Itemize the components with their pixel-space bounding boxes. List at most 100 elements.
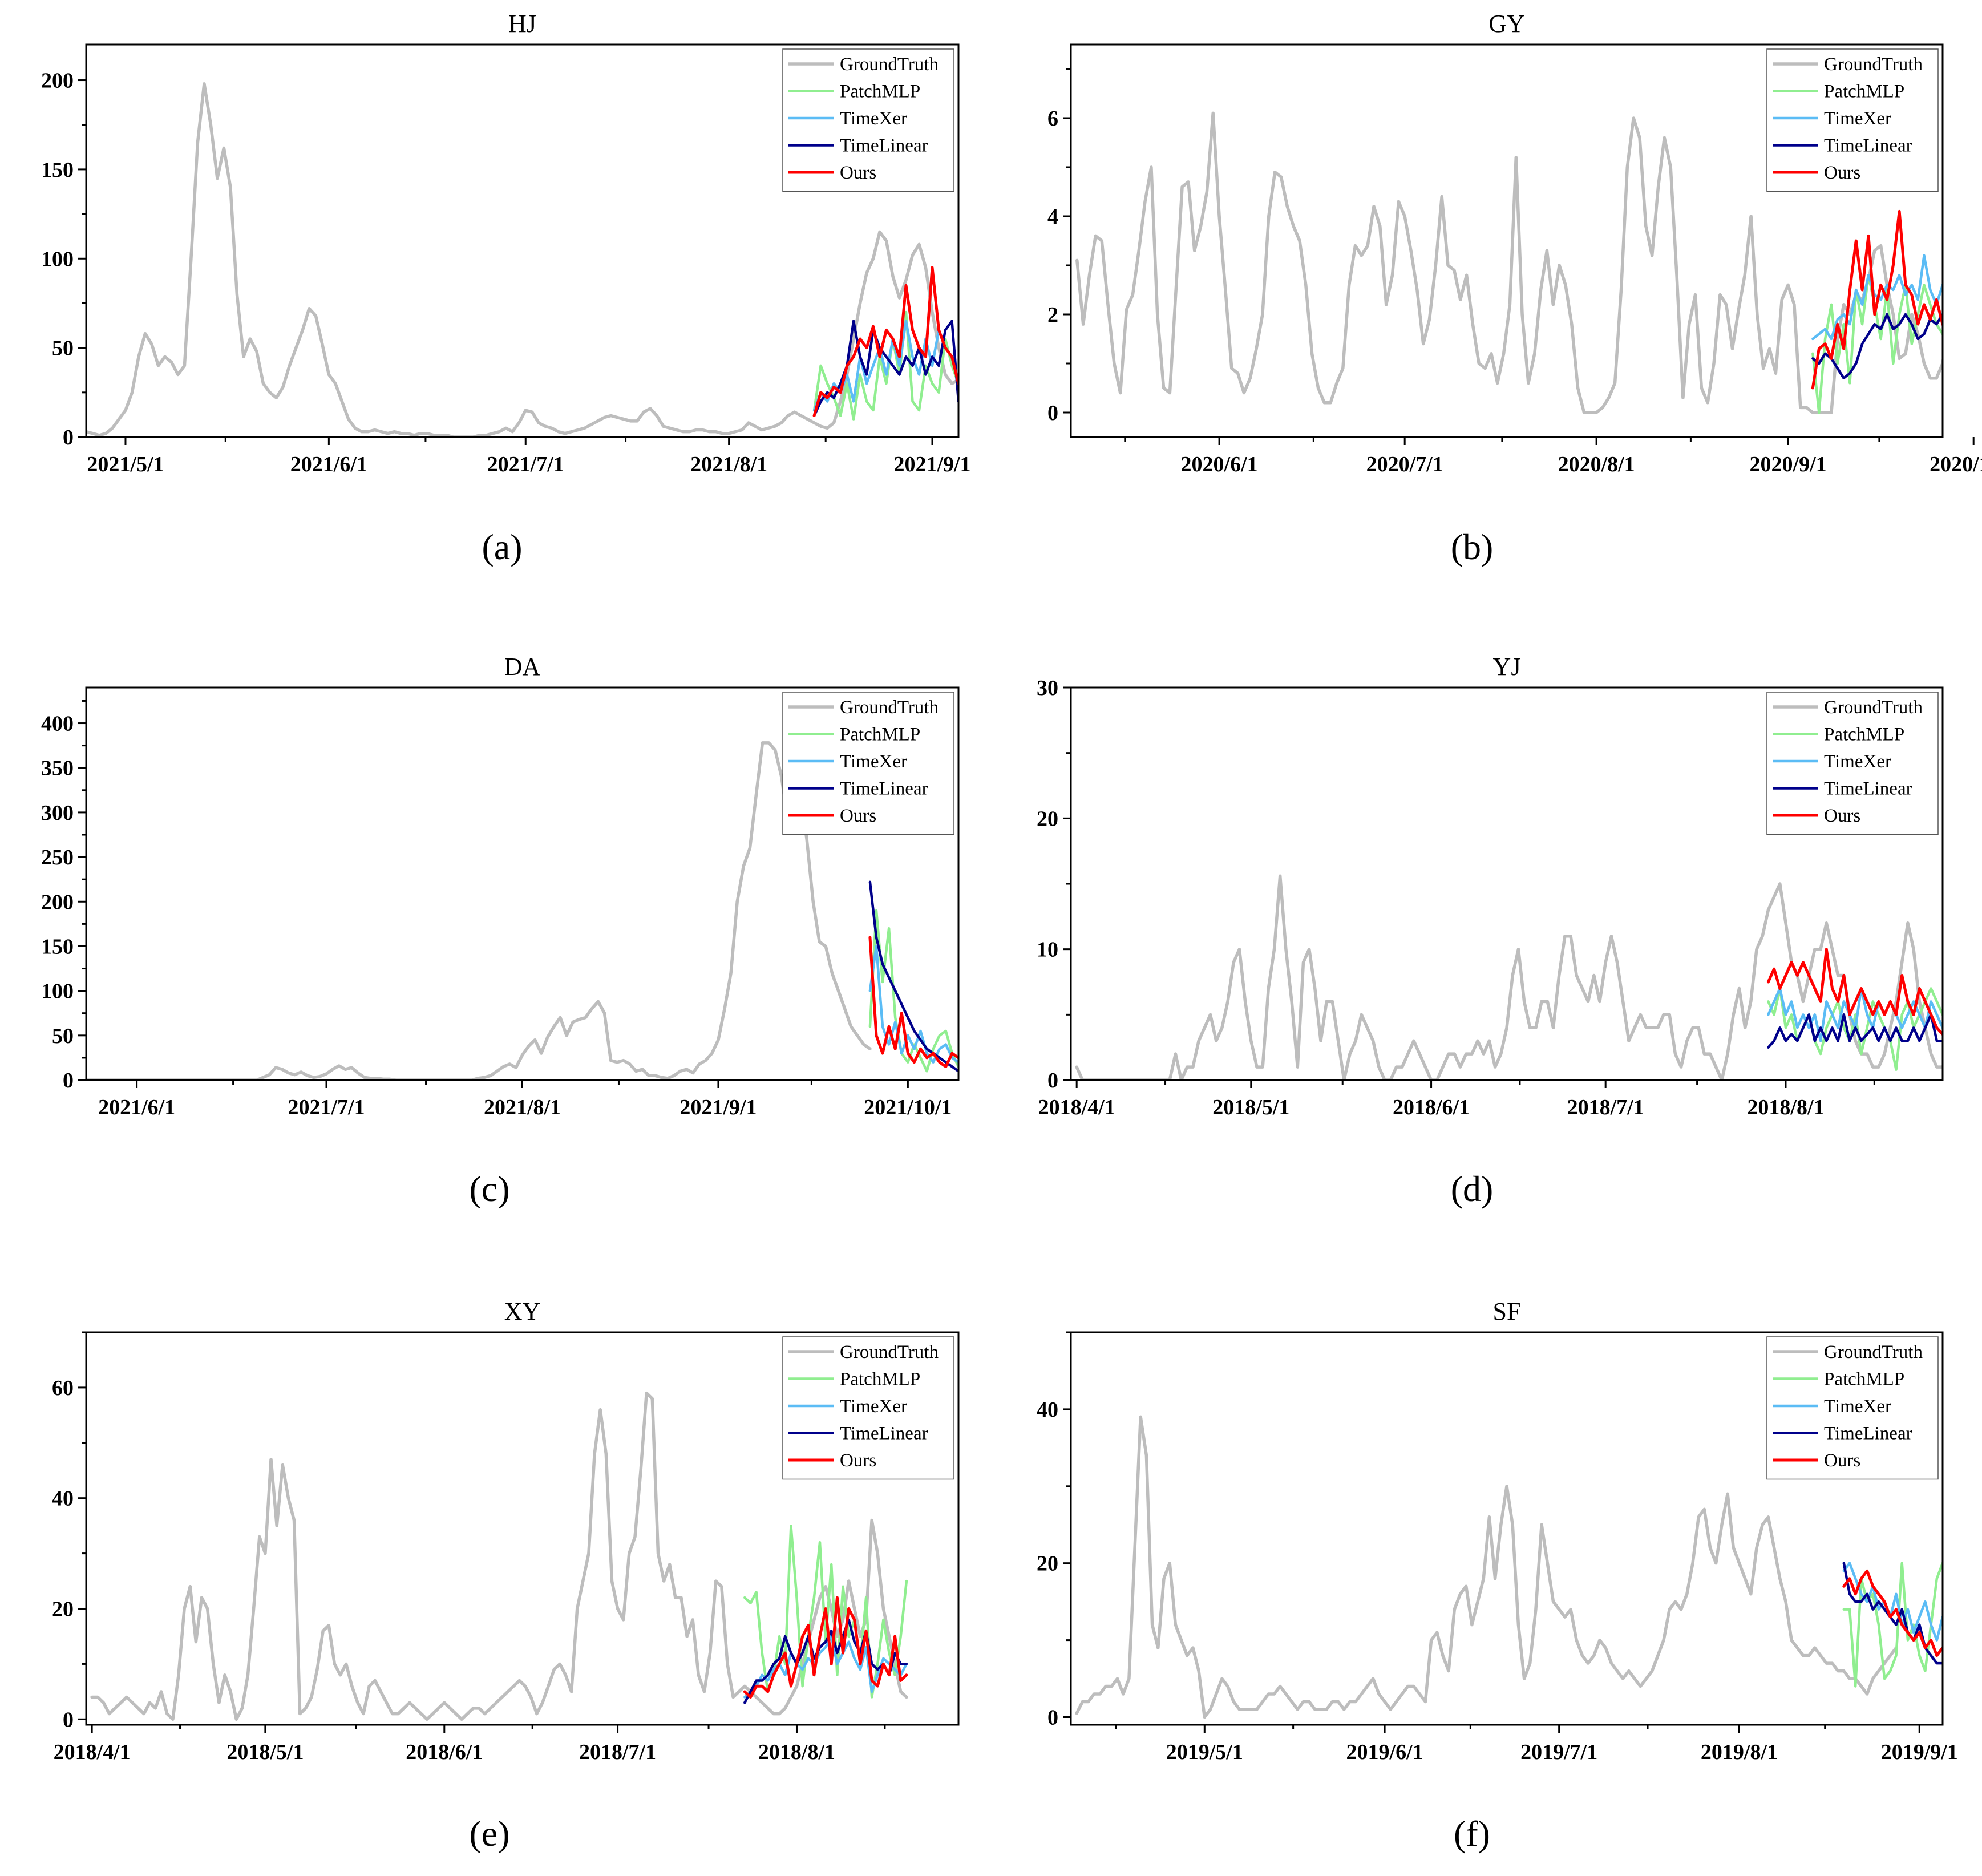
legend-label-timexer: TimeXer: [1824, 108, 1891, 129]
legend-label-timelinear: TimeLinear: [1824, 136, 1912, 156]
panel-caption: (a): [482, 527, 522, 567]
y-tick-label: 0: [1047, 401, 1058, 425]
y-tick-label: 250: [41, 846, 74, 870]
series-group: [90, 1391, 908, 1721]
panel-caption: (e): [469, 1813, 509, 1854]
series-line-ours: [812, 266, 958, 417]
legend-label-ours: Ours: [1824, 806, 1860, 826]
legend-label-timexer: TimeXer: [840, 108, 907, 129]
series-group: [1075, 1415, 1943, 1719]
y-tick-label: 150: [41, 158, 74, 182]
series-group: [86, 82, 958, 437]
y-tick-label: 0: [63, 1708, 74, 1732]
chart-panel-hj: HJ 0 50 100 150 200 2021/5/1 2021/6/1 2021/7/1 20…: [41, 10, 971, 567]
legend-label-timelinear: TimeLinear: [840, 779, 928, 799]
series-group: [1075, 111, 1943, 414]
series-line-patchmlp: [812, 310, 958, 421]
x-tick-label: 2018/8/1: [758, 1740, 835, 1764]
y-tick-label: 100: [41, 980, 74, 1004]
x-tick-label: 2018/4/1: [54, 1740, 131, 1764]
series-line-groundtruth: [1075, 111, 1943, 414]
series-group: [86, 741, 958, 1080]
series-line-ours: [743, 1596, 908, 1699]
x-tick-label: 2021/6/1: [290, 452, 367, 476]
legend-label-patchmlp: PatchMLP: [1824, 1369, 1904, 1390]
x-tick-label: 2019/8/1: [1701, 1740, 1778, 1764]
y-tick-label: 10: [1037, 938, 1058, 962]
series-line-groundtruth: [1075, 1415, 1898, 1719]
legend-label-timelinear: TimeLinear: [1824, 1424, 1912, 1444]
plot-frame: [85, 43, 960, 438]
x-tick-label: 2021/7/1: [487, 452, 564, 476]
panel-caption: (d): [1451, 1169, 1494, 1209]
legend-label-ours: Ours: [1824, 163, 1860, 183]
y-tick-label: 20: [1037, 807, 1058, 831]
x-tick-label: 2018/8/1: [1747, 1095, 1824, 1119]
legend-box: [782, 48, 954, 192]
legend: GroundTruth PatchMLP TimeXer TimeLinear Ours: [782, 1336, 954, 1480]
plot-frame: [1070, 43, 1944, 438]
y-tick-label: 6: [1047, 107, 1058, 131]
series-line-ours: [1842, 1569, 1943, 1657]
chart-title: GY: [1488, 10, 1525, 38]
x-tick-label: 2020/6/1: [1181, 452, 1258, 476]
legend: GroundTruth PatchMLP TimeXer TimeLinear Ours: [782, 692, 954, 835]
x-tick-label: 2018/7/1: [579, 1740, 656, 1764]
legend-label-timelinear: TimeLinear: [1824, 779, 1912, 799]
legend-box: [1766, 48, 1939, 192]
legend: GroundTruth PatchMLP TimeXer TimeLinear Ours: [782, 48, 954, 192]
y-tick-label: 150: [41, 935, 74, 959]
y-tick-label: 40: [1037, 1398, 1058, 1422]
y-tick-label: 200: [41, 69, 74, 93]
y-tick-label: 50: [52, 1024, 74, 1048]
y-tick-label: 50: [52, 337, 74, 361]
x-tick-label: 2018/5/1: [226, 1740, 304, 1764]
series-line-timelinear: [1842, 1562, 1943, 1665]
x-tick-label: 2018/6/1: [1393, 1095, 1470, 1119]
legend-label-groundtruth: GroundTruth: [1824, 54, 1923, 75]
x-tick-label: 2019/6/1: [1346, 1740, 1423, 1764]
x-tick-label: 2021/7/1: [288, 1095, 365, 1119]
legend-label-timelinear: TimeLinear: [840, 136, 928, 156]
y-tick-label: 100: [41, 247, 74, 271]
panel-caption: (b): [1451, 527, 1494, 567]
chart-title: HJ: [508, 10, 536, 38]
y-tick-label: 20: [52, 1598, 74, 1622]
x-tick-label: 2021/10/1: [864, 1095, 952, 1119]
legend-label-ours: Ours: [840, 806, 876, 826]
legend-label-groundtruth: GroundTruth: [840, 697, 939, 718]
legend-label-groundtruth: GroundTruth: [1824, 697, 1923, 718]
x-tick-label: 2020/7/1: [1366, 452, 1443, 476]
y-tick-label: 60: [52, 1376, 74, 1400]
y-tick-label: 0: [1047, 1706, 1058, 1730]
legend-label-timexer: TimeXer: [1824, 751, 1891, 772]
x-tick-label: 2021/6/1: [98, 1095, 175, 1119]
x-tick-label: 2020/8/1: [1558, 452, 1635, 476]
series-line-ours: [868, 936, 958, 1068]
y-tick-label: 4: [1047, 205, 1058, 229]
plot-frame: [1070, 1331, 1944, 1726]
chart-title: DA: [504, 653, 541, 681]
y-tick-label: 300: [41, 801, 74, 825]
legend-label-timexer: TimeXer: [840, 1396, 907, 1417]
legend-label-patchmlp: PatchMLP: [1824, 82, 1904, 102]
y-tick-label: 0: [63, 1069, 74, 1093]
y-tick-label: 350: [41, 757, 74, 781]
series-line-timelinear: [743, 1618, 908, 1704]
legend-label-ours: Ours: [840, 163, 876, 183]
legend-label-ours: Ours: [840, 1450, 876, 1471]
x-tick-label: 2021/5/1: [87, 452, 164, 476]
legend-label-timexer: TimeXer: [840, 751, 907, 772]
chart-panel-gy: GY 0 2 4 6 2020/6/1 2020/7/1 2020/8/1 2020/9/1 20…: [1047, 10, 1982, 567]
legend-label-groundtruth: GroundTruth: [1824, 1342, 1923, 1362]
y-tick-label: 400: [41, 712, 74, 736]
series-line-timelinear: [1811, 312, 1943, 380]
x-tick-label: 2018/6/1: [406, 1740, 483, 1764]
y-tick-label: 30: [1037, 676, 1058, 700]
series-group: [1075, 874, 1943, 1080]
series-line-timexer: [743, 1635, 908, 1699]
y-tick-label: 2: [1047, 303, 1058, 327]
legend-label-timelinear: TimeLinear: [840, 1424, 928, 1444]
x-tick-label: 2018/5/1: [1212, 1095, 1289, 1119]
